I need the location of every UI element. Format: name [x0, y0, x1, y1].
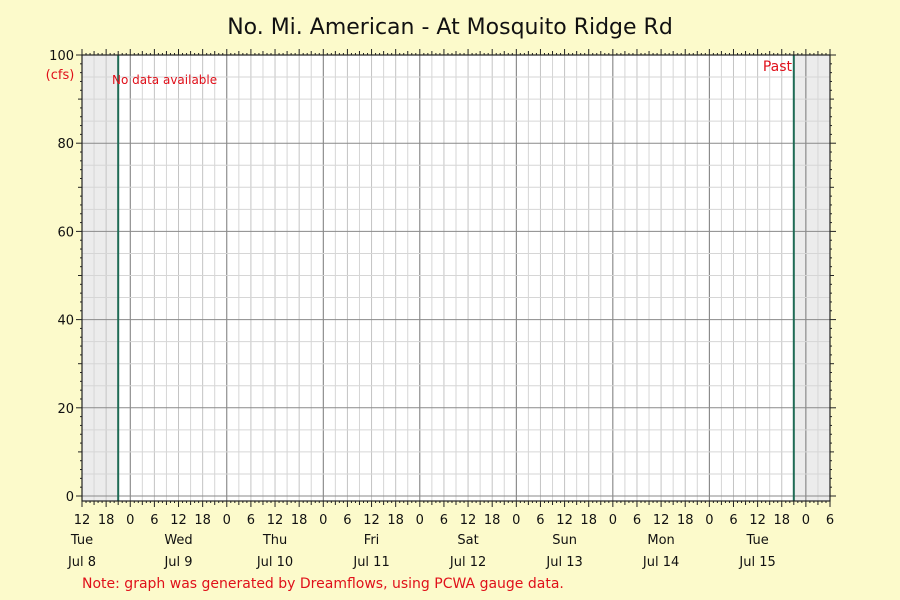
y-tick-label: 40: [57, 314, 74, 329]
x-hour-label: 6: [826, 513, 834, 528]
x-weekday-label: Tue: [70, 533, 93, 548]
x-hour-label: 12: [267, 513, 284, 528]
x-weekday-label: Thu: [262, 533, 287, 548]
source-note: Note: graph was generated by Dreamflows,…: [82, 576, 564, 592]
x-hour-label: 18: [484, 513, 501, 528]
x-hour-label: 0: [802, 513, 810, 528]
x-date-label: Jul 12: [449, 555, 486, 570]
x-hour-label: 12: [363, 513, 380, 528]
x-hour-label: 6: [247, 513, 255, 528]
x-hour-label: 18: [677, 513, 694, 528]
x-hour-label: 6: [536, 513, 544, 528]
x-hour-label: 18: [773, 513, 790, 528]
x-hour-label: 12: [653, 513, 670, 528]
x-hour-label: 18: [291, 513, 308, 528]
x-date-label: Jul 14: [642, 555, 679, 570]
chart-title: No. Mi. American - At Mosquito Ridge Rd: [227, 15, 673, 40]
x-weekday-label: Sun: [552, 533, 577, 548]
no-data-label: No data available: [112, 73, 217, 87]
x-weekday-label: Sat: [457, 533, 478, 548]
y-tick-label: 80: [57, 137, 74, 152]
x-weekday-label: Tue: [746, 533, 769, 548]
x-hour-label: 6: [150, 513, 158, 528]
x-hour-label: 12: [74, 513, 91, 528]
x-hour-label: 6: [729, 513, 737, 528]
x-hour-label: 6: [633, 513, 641, 528]
x-hour-label: 0: [223, 513, 231, 528]
x-hour-label: 18: [580, 513, 597, 528]
x-date-label: Jul 11: [352, 555, 389, 570]
x-hour-label: 0: [126, 513, 134, 528]
shaded-region-after: [793, 55, 830, 501]
x-hour-label: 18: [387, 513, 404, 528]
y-tick-label: 20: [57, 402, 74, 417]
grid: [81, 54, 831, 501]
y-axis-unit: (cfs): [46, 68, 75, 83]
x-hour-label: 0: [319, 513, 327, 528]
x-hour-label: 12: [556, 513, 573, 528]
x-hour-label: 6: [343, 513, 351, 528]
past-label: Past: [763, 59, 793, 75]
x-hour-label: 18: [194, 513, 211, 528]
x-weekday-label: Wed: [164, 533, 192, 548]
x-hour-label: 0: [416, 513, 424, 528]
shaded-region-before: [82, 55, 119, 501]
x-date-label: Jul 9: [163, 555, 192, 570]
x-date-label: Jul 8: [67, 555, 96, 570]
x-date-label: Jul 13: [545, 555, 582, 570]
x-hour-label: 6: [440, 513, 448, 528]
x-date-label: Jul 10: [256, 555, 293, 570]
x-hour-label: 0: [609, 513, 617, 528]
y-tick-label: 60: [57, 225, 74, 240]
x-weekday-label: Fri: [364, 533, 380, 548]
data-window: [117, 55, 795, 501]
x-hour-label: 0: [512, 513, 520, 528]
x-hour-label: 12: [749, 513, 766, 528]
x-date-label: Jul 15: [738, 555, 775, 570]
x-hour-label: 0: [705, 513, 713, 528]
x-hour-label: 18: [98, 513, 115, 528]
y-tick-label: 0: [66, 490, 74, 505]
x-hour-label: 12: [460, 513, 477, 528]
x-weekday-label: Mon: [647, 533, 674, 548]
y-tick-label: 100: [49, 49, 74, 64]
x-hour-label: 12: [170, 513, 187, 528]
